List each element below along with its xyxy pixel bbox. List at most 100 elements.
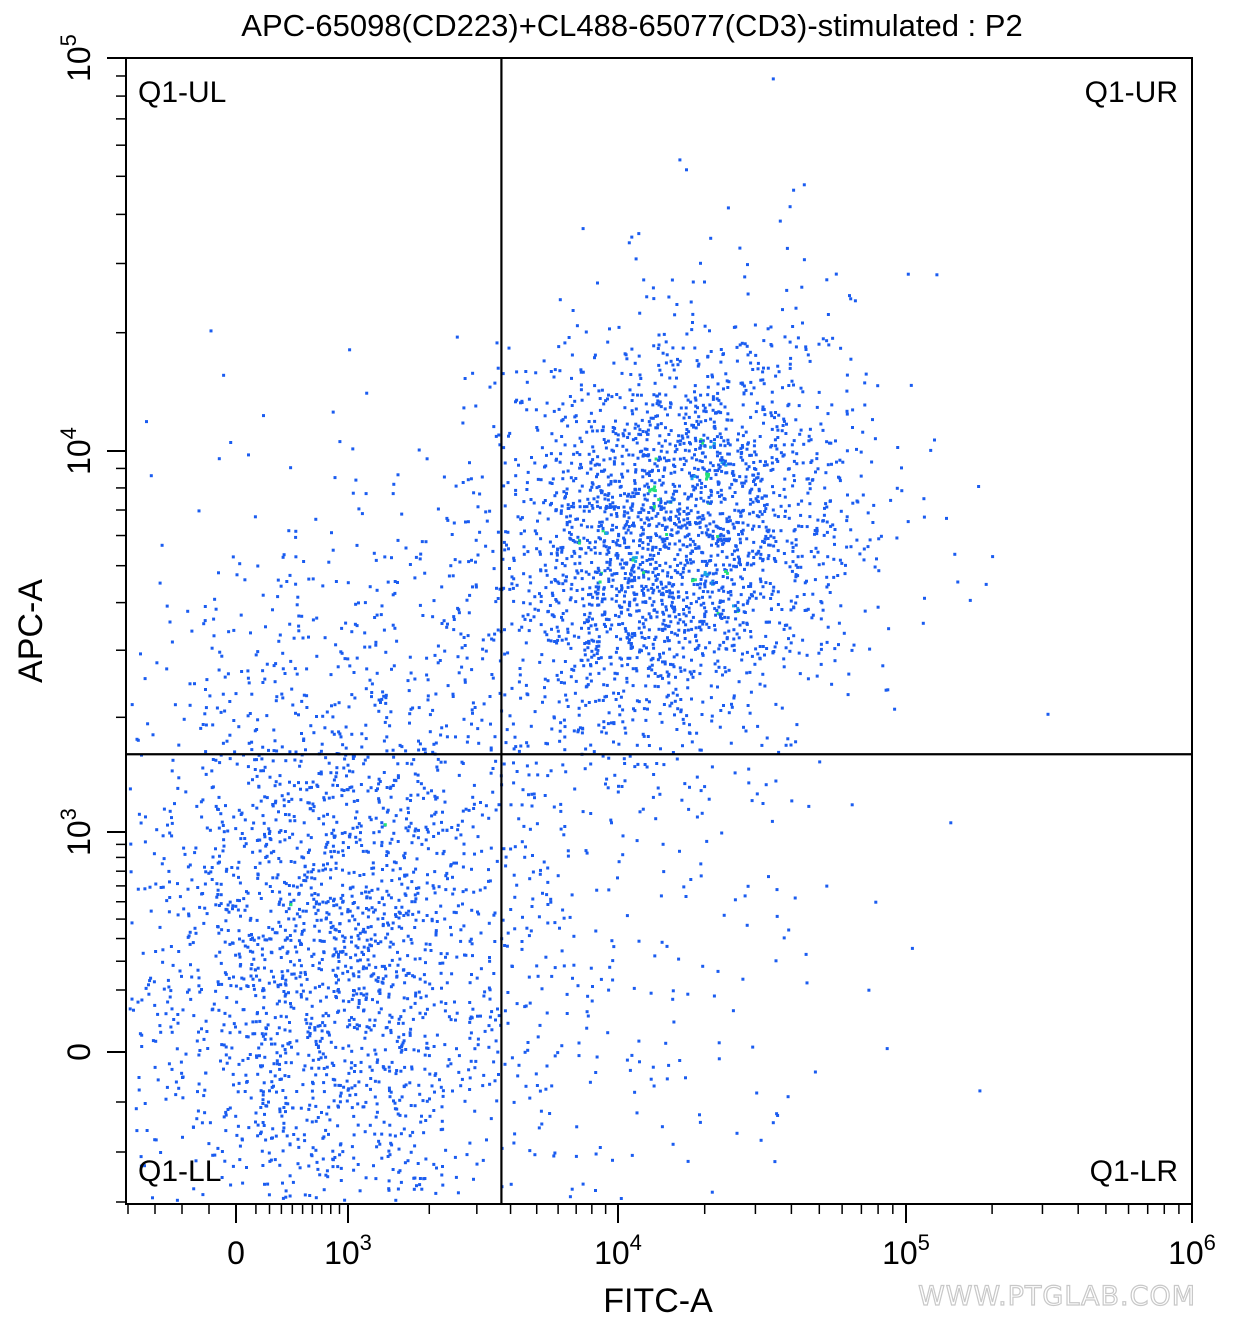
- event-dot: [198, 905, 202, 909]
- event-dot: [651, 545, 655, 549]
- event-dot: [173, 703, 177, 707]
- event-dot: [784, 432, 788, 435]
- event-dot: [673, 557, 677, 561]
- event-dot: [678, 484, 681, 488]
- event-dot: [259, 769, 263, 773]
- event-dot: [583, 505, 586, 509]
- event-dot: [355, 810, 359, 814]
- event-dot: [412, 758, 416, 762]
- event-dot: [289, 1061, 293, 1065]
- event-dot: [137, 812, 141, 816]
- event-dot: [362, 927, 366, 931]
- event-dot: [587, 701, 591, 704]
- event-dot: [595, 888, 599, 892]
- event-dot: [586, 497, 590, 501]
- event-dot: [664, 605, 668, 609]
- event-dot: [361, 911, 365, 915]
- event-dot: [691, 579, 694, 583]
- event-dot: [601, 754, 605, 758]
- event-dot: [632, 539, 635, 543]
- event-dot: [557, 634, 561, 638]
- event-dot: [826, 555, 830, 559]
- event-dot: [374, 1177, 378, 1181]
- event-dot: [277, 1026, 281, 1030]
- event-dot: [314, 1119, 318, 1123]
- event-dot: [284, 1096, 288, 1100]
- event-dot: [825, 505, 829, 509]
- event-dot: [310, 893, 314, 897]
- event-dot: [700, 451, 704, 455]
- event-dot: [159, 886, 163, 889]
- event-dot: [368, 1018, 372, 1022]
- event-dot: [396, 762, 400, 766]
- event-dot: [653, 567, 657, 571]
- event-dot: [701, 551, 705, 555]
- event-dot: [236, 908, 240, 912]
- event-dot: [193, 926, 197, 930]
- event-dot: [434, 692, 438, 696]
- event-dot: [387, 1020, 391, 1024]
- event-dot: [778, 494, 782, 497]
- event-dot: [409, 671, 413, 675]
- event-dot: [360, 512, 364, 516]
- event-dot: [400, 882, 404, 886]
- event-dot: [380, 1156, 384, 1160]
- event-dot: [707, 472, 710, 476]
- event-dot: [366, 755, 370, 759]
- event-dot: [741, 603, 745, 607]
- event-dot: [660, 444, 664, 448]
- event-dot: [141, 951, 145, 955]
- event-dot: [192, 1014, 196, 1018]
- event-dot: [314, 1104, 318, 1108]
- event-dot: [649, 616, 653, 620]
- event-dot: [617, 692, 620, 695]
- event-dot: [727, 668, 731, 672]
- event-dot: [528, 877, 532, 881]
- event-dot: [296, 1137, 300, 1141]
- event-dot: [473, 706, 477, 709]
- event-dot: [244, 1073, 248, 1077]
- event-dot: [692, 669, 696, 673]
- event-dot: [706, 385, 710, 389]
- event-dot: [732, 604, 735, 608]
- event-dot: [271, 876, 275, 880]
- event-dot: [472, 491, 476, 495]
- event-dot: [689, 551, 693, 555]
- event-dot: [413, 957, 417, 961]
- event-dot: [528, 1001, 532, 1005]
- event-dot: [234, 827, 238, 831]
- event-dot: [307, 1107, 311, 1111]
- event-dot: [796, 502, 800, 506]
- event-dot: [449, 564, 453, 568]
- event-dot: [475, 976, 479, 980]
- event-dot: [749, 361, 753, 365]
- event-dot: [232, 719, 236, 722]
- event-dot: [318, 961, 321, 965]
- event-dot: [284, 1195, 288, 1199]
- event-dot: [760, 496, 764, 500]
- event-dot: [526, 613, 530, 617]
- event-dot: [697, 533, 700, 537]
- event-dot: [620, 785, 624, 788]
- event-dot: [683, 629, 687, 632]
- event-dot: [247, 933, 251, 937]
- event-dot: [579, 368, 583, 372]
- event-dot: [346, 910, 350, 914]
- event-dot: [731, 522, 735, 526]
- event-dot: [212, 634, 216, 638]
- event-dot: [406, 829, 410, 833]
- event-dot: [595, 661, 598, 665]
- event-dot: [671, 691, 675, 695]
- event-dot: [210, 866, 214, 869]
- event-dot: [784, 509, 787, 513]
- event-dot: [589, 762, 593, 766]
- event-dot: [344, 746, 348, 750]
- event-dot: [613, 677, 617, 681]
- event-dot: [852, 643, 856, 647]
- event-dot: [517, 680, 521, 684]
- event-dot: [693, 466, 697, 470]
- event-dot: [613, 456, 617, 460]
- event-dot: [784, 561, 788, 565]
- event-dot: [684, 406, 688, 410]
- event-dot: [376, 979, 380, 983]
